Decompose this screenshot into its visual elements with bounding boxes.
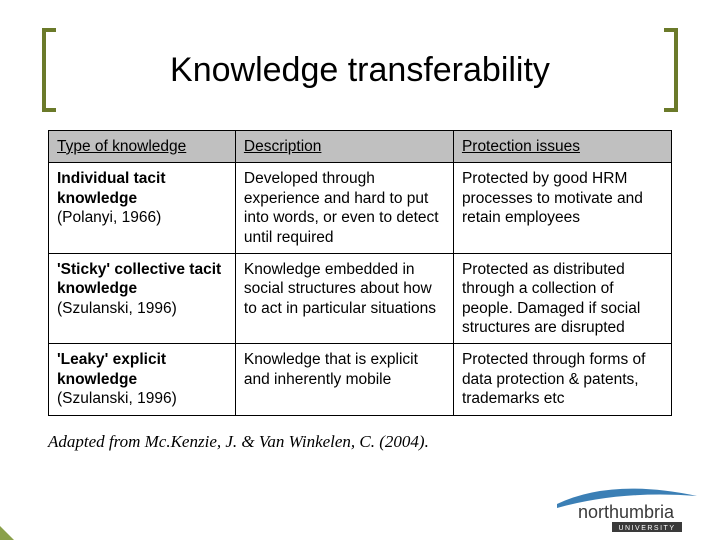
type-cite: (Szulanski, 1996) [57, 390, 177, 407]
table-header-row: Type of knowledge Description Protection… [49, 131, 672, 163]
cell-description: Knowledge that is explicit and inherentl… [235, 344, 453, 415]
cell-protection: Protected through forms of data protecti… [453, 344, 671, 415]
source-caption: Adapted from Mc.Kenzie, J. & Van Winkele… [48, 432, 672, 452]
col-header-description: Description [235, 131, 453, 163]
cell-protection: Protected by good HRM processes to motiv… [453, 163, 671, 254]
northumbria-logo: northumbria UNIVERSITY [552, 484, 702, 532]
knowledge-table: Type of knowledge Description Protection… [48, 130, 672, 416]
cell-type: 'Sticky' collective tacit knowledge (Szu… [49, 253, 236, 344]
slide: Knowledge transferability Type of knowle… [0, 0, 720, 540]
table-row: 'Sticky' collective tacit knowledge (Szu… [49, 253, 672, 344]
page-title: Knowledge transferability [170, 51, 550, 90]
corner-accent-icon [0, 526, 14, 540]
cell-description: Developed through experience and hard to… [235, 163, 453, 254]
cell-description: Knowledge embedded in social structures … [235, 253, 453, 344]
table-row: 'Leaky' explicit knowledge (Szulanski, 1… [49, 344, 672, 415]
type-label: 'Sticky' collective tacit knowledge [57, 261, 221, 297]
cell-type: Individual tacit knowledge (Polanyi, 196… [49, 163, 236, 254]
col-header-protection: Protection issues [453, 131, 671, 163]
type-label: Individual tacit knowledge [57, 170, 166, 206]
type-label: 'Leaky' explicit knowledge [57, 351, 166, 387]
logo-word: northumbria [578, 502, 675, 522]
cell-type: 'Leaky' explicit knowledge (Szulanski, 1… [49, 344, 236, 415]
type-cite: (Szulanski, 1996) [57, 300, 177, 317]
logo-sub: UNIVERSITY [618, 525, 675, 532]
bracket-right-icon [660, 28, 678, 112]
bracket-left-icon [42, 28, 60, 112]
table-row: Individual tacit knowledge (Polanyi, 196… [49, 163, 672, 254]
cell-protection: Protected as distributed through a colle… [453, 253, 671, 344]
type-cite: (Polanyi, 1966) [57, 209, 161, 226]
col-header-type: Type of knowledge [49, 131, 236, 163]
title-row: Knowledge transferability [48, 30, 672, 110]
